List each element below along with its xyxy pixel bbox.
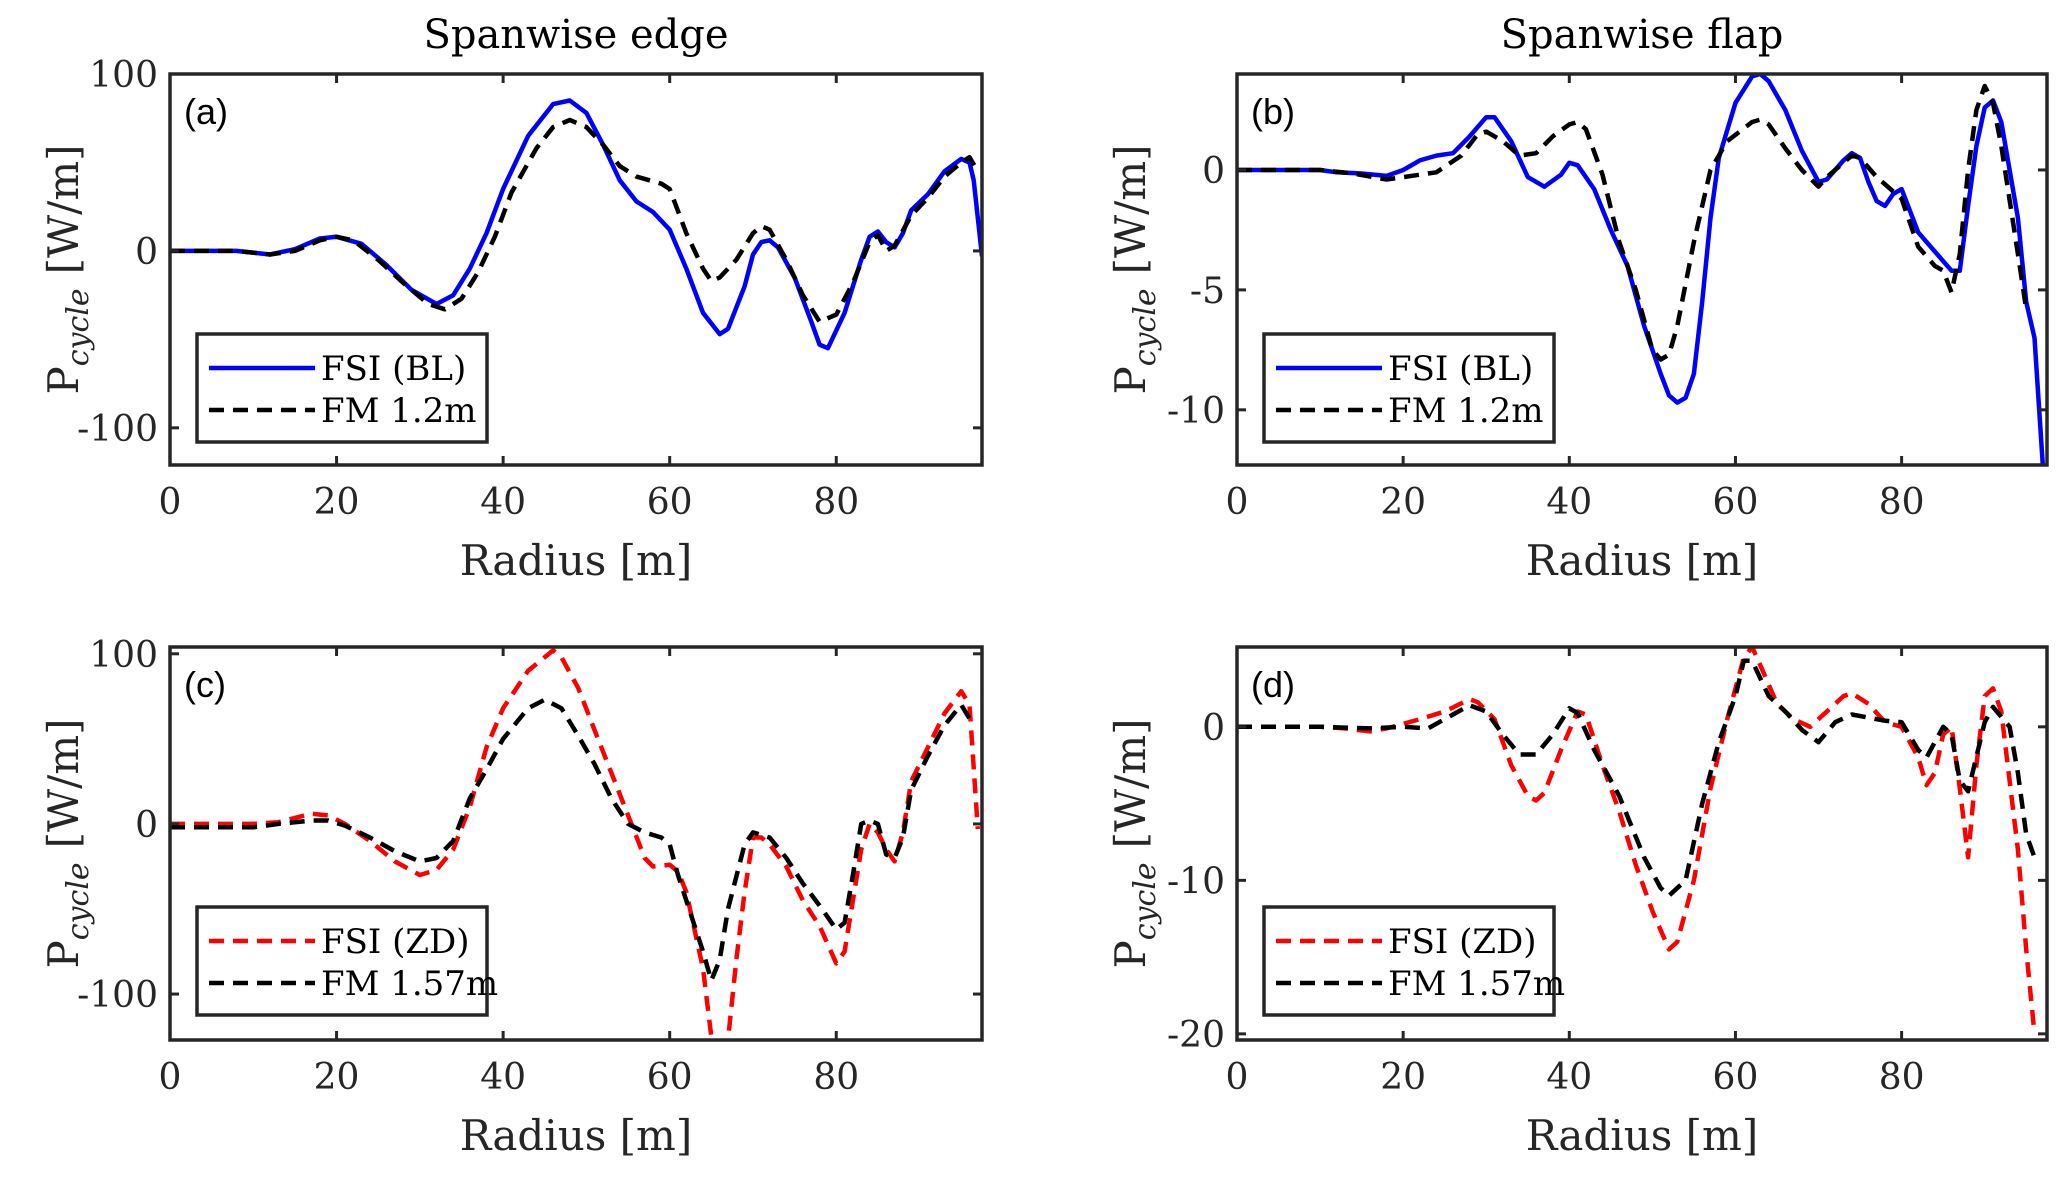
legend: FSI (ZD)FM 1.57m (195, 905, 498, 1017)
x-tick-label: 60 (647, 1057, 693, 1098)
y-tick-label: -100 (77, 409, 158, 450)
x-tick-label: 0 (1226, 482, 1249, 523)
y-axis-label: Pcycle [W/m] (39, 144, 96, 394)
y-axis-label-unit: [W/m] (39, 144, 88, 274)
x-tick-label: 60 (1713, 482, 1759, 523)
y-tick-label: 0 (1202, 151, 1225, 192)
x-tick-label: 60 (1713, 1057, 1759, 1098)
x-tick-label: 40 (480, 1057, 526, 1098)
x-tick-label: 20 (1380, 1057, 1426, 1098)
y-axis-label-symbol: P (1106, 940, 1155, 968)
legend-entry-label: FM 1.57m (321, 964, 498, 1004)
series-line-fm-1-57m (170, 697, 972, 983)
axes-frame (1235, 72, 2049, 467)
panel-b-spanwise-flap-bl: Spanwise flap 0 20 40 60 80 -10 -5 0 Radius [m] Pc… (1106, 12, 2049, 585)
x-tick-label: 80 (813, 1057, 859, 1098)
y-axis-label-symbol: P (39, 366, 88, 394)
legend-entry-label: FM 1.2m (1388, 391, 1544, 431)
legend-box (1262, 905, 1556, 1017)
y-axis-label: Pcycle [W/m] (1106, 144, 1163, 394)
legend: FSI (ZD)FM 1.57m (1262, 905, 1565, 1017)
legend-entry-label: FSI (ZD) (1388, 922, 1537, 962)
y-tick-label: -10 (1167, 861, 1225, 902)
x-tick-label: 20 (314, 482, 360, 523)
x-tick-label: 0 (159, 1057, 182, 1098)
y-axis-label-unit: [W/m] (39, 718, 88, 848)
x-tick-label: 40 (1546, 482, 1592, 523)
axes-frame (168, 72, 984, 467)
legend-box (195, 332, 489, 444)
series-group (170, 98, 982, 351)
legend-entry-label: FSI (BL) (321, 349, 466, 389)
panel-label: (c) (184, 664, 226, 705)
y-axis-label-unit: [W/m] (1106, 144, 1155, 274)
y-axis-label-symbol: P (39, 940, 88, 968)
legend-entry-label: FSI (ZD) (321, 922, 470, 962)
y-tick-label: -5 (1190, 271, 1225, 312)
axes-frame (168, 645, 984, 1042)
y-axis-label-subscript: cycle (1128, 288, 1163, 366)
x-tick-label: 80 (1879, 1057, 1925, 1098)
y-axis-label: Pcycle [W/m] (1106, 718, 1163, 968)
legend-box (1262, 332, 1556, 444)
y-axis-label-subscript: cycle (1128, 862, 1163, 940)
x-tick-label: 40 (1546, 1057, 1592, 1098)
y-tick-label: 0 (135, 232, 158, 273)
legend-entry-label: FSI (BL) (1388, 349, 1533, 389)
x-tick-label: 80 (813, 482, 859, 523)
x-tick-label: 0 (159, 482, 182, 523)
series-line-fm-1-57m (1237, 658, 2037, 898)
y-tick-label: -100 (77, 975, 158, 1016)
legend-entry-label: FM 1.57m (1388, 964, 1565, 1004)
y-tick-label: 100 (89, 55, 158, 96)
x-axis-label: Radius [m] (1526, 1111, 1759, 1160)
x-tick-label: 20 (314, 1057, 360, 1098)
panel-label: (b) (1251, 91, 1295, 132)
y-axis-label: Pcycle [W/m] (39, 718, 96, 968)
chart-title: Spanwise flap (1501, 12, 1784, 58)
y-axis-label-subscript: cycle (61, 862, 96, 940)
series-line-fm-1-2m (170, 117, 980, 324)
y-axis-label-unit: [W/m] (1106, 718, 1155, 848)
series-group (1237, 647, 2037, 1035)
panel-d-spanwise-flap-zd: 0 20 40 60 80 -20 -10 0 Radius [m] Pcycle [W/m] (d)… (1106, 645, 2049, 1160)
x-axis-label: Radius [m] (460, 536, 693, 585)
x-tick-label: 40 (480, 482, 526, 523)
x-tick-label: 60 (647, 482, 693, 523)
series-line-fsi-zd (170, 648, 981, 1040)
legend: FSI (BL)FM 1.2m (1262, 332, 1556, 444)
x-tick-label: 0 (1226, 1057, 1249, 1098)
panel-label: (a) (184, 91, 228, 132)
x-tick-label: 20 (1380, 482, 1426, 523)
y-axis-label-symbol: P (1106, 366, 1155, 394)
y-axis-label-subscript: cycle (61, 288, 96, 366)
series-group (170, 648, 981, 1040)
x-axis-label: Radius [m] (460, 1111, 693, 1160)
series-line-fm-1-2m (1237, 83, 2029, 362)
y-tick-label: 100 (89, 635, 158, 676)
legend: FSI (BL)FM 1.2m (195, 332, 489, 444)
y-tick-label: 0 (135, 805, 158, 846)
series-group (1237, 74, 2046, 465)
series-line-fsi-bl (170, 98, 982, 351)
chart-title: Spanwise edge (423, 12, 728, 58)
x-tick-label: 80 (1879, 482, 1925, 523)
legend-entry-label: FM 1.2m (321, 391, 477, 431)
y-tick-label: -20 (1167, 1015, 1225, 1056)
y-tick-label: 0 (1202, 708, 1225, 749)
legend-box (195, 905, 489, 1017)
y-tick-label: -10 (1167, 391, 1225, 432)
panel-label: (d) (1251, 664, 1295, 705)
axes-frame (1235, 645, 2049, 1042)
x-axis-label: Radius [m] (1526, 536, 1759, 585)
